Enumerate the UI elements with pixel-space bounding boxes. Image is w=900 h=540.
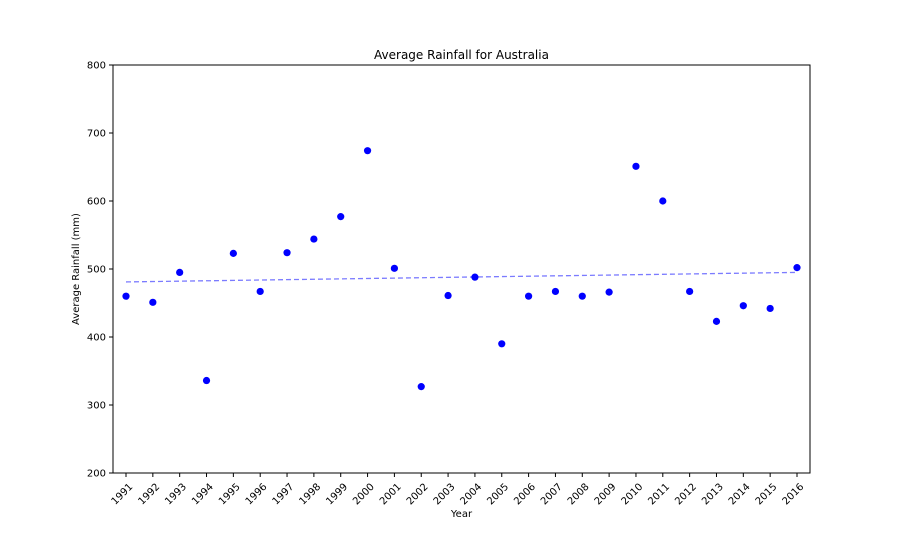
data-point <box>310 235 318 243</box>
data-point <box>793 264 801 272</box>
chart-title: Average Rainfall for Australia <box>374 48 549 62</box>
y-tick-label: 200 <box>87 469 106 480</box>
data-point <box>471 273 479 281</box>
x-tick-label: 1995 <box>217 482 243 508</box>
y-tick-label: 300 <box>87 401 106 412</box>
x-tick-label: 2001 <box>378 482 404 508</box>
x-tick-label: 2016 <box>781 482 807 508</box>
x-tick-label: 2002 <box>405 482 431 508</box>
x-tick-label: 1996 <box>244 482 270 508</box>
data-point <box>363 147 372 155</box>
x-tick-label: 2014 <box>727 482 753 508</box>
y-axis-label: Average Rainfall (mm) <box>71 213 82 325</box>
y-tick-label: 400 <box>87 333 106 344</box>
trendline <box>125 271 798 283</box>
x-tick-label: 2010 <box>620 482 646 508</box>
data-point <box>525 292 533 300</box>
y-tick-label: 500 <box>87 265 106 276</box>
data-point <box>551 287 560 296</box>
x-tick-label: 2000 <box>351 482 377 508</box>
trendline-group <box>125 271 798 283</box>
y-tick-label: 800 <box>87 61 106 72</box>
data-point <box>149 298 157 306</box>
x-tick-label: 1997 <box>271 482 297 508</box>
data-point <box>390 264 398 272</box>
data-point <box>498 340 506 348</box>
data-point <box>659 197 667 205</box>
data-point <box>605 288 613 296</box>
data-point <box>444 291 452 300</box>
x-tick-label: 2013 <box>700 482 726 508</box>
data-point <box>337 213 345 221</box>
y-axis: 200 300 400 500 600 700 800 <box>87 61 113 480</box>
data-point <box>712 317 721 325</box>
y-tick-label: 700 <box>87 129 106 140</box>
x-tick-label: 1991 <box>110 482 136 508</box>
data-point <box>739 302 747 310</box>
data-point <box>122 292 130 300</box>
data-point <box>202 376 211 385</box>
x-axis-label: Year <box>450 509 473 520</box>
plot-area <box>112 64 811 474</box>
x-tick-label: 1999 <box>324 482 350 508</box>
data-point <box>176 268 184 276</box>
x-tick-label: 1998 <box>297 482 323 508</box>
data-point <box>766 304 774 313</box>
x-tick-label: 2005 <box>485 482 511 508</box>
x-tick-label: 1993 <box>163 482 189 508</box>
data-point <box>229 249 237 257</box>
x-tick-label: 1994 <box>190 482 216 508</box>
data-point <box>283 249 291 257</box>
x-tick-label: 2008 <box>566 482 592 508</box>
data-point <box>417 383 425 391</box>
x-tick-label: 2011 <box>646 482 672 508</box>
x-tick-label: 2006 <box>512 482 538 508</box>
data-point <box>632 162 640 170</box>
x-tick-label: 2015 <box>754 482 780 508</box>
x-tick-label: 1992 <box>136 482 162 508</box>
x-tick-label: 2012 <box>673 482 699 508</box>
data-point <box>256 287 264 296</box>
x-tick-label: 2009 <box>593 482 619 508</box>
y-tick-label: 600 <box>87 197 106 208</box>
data-points <box>122 147 801 391</box>
data-point <box>686 287 694 296</box>
data-point <box>578 292 586 300</box>
x-tick-label: 2003 <box>432 482 458 508</box>
x-tick-label: 2004 <box>459 482 485 508</box>
x-tick-label: 2007 <box>539 482 565 508</box>
x-axis: 1991 1992 1993 1994 1995 1996 1997 1998 1999 2000… <box>110 473 807 508</box>
